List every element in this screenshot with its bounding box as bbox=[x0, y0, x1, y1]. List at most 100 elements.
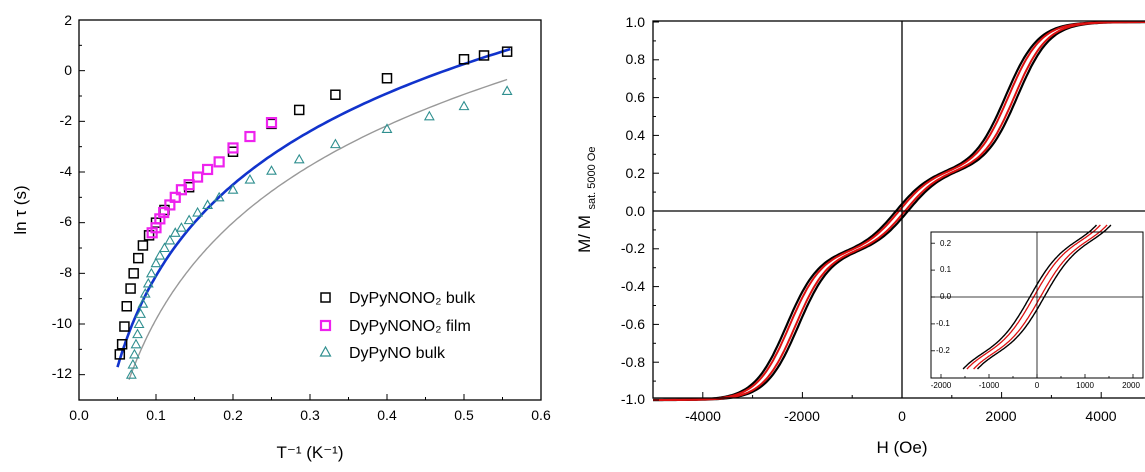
data-point bbox=[213, 156, 225, 168]
data-point bbox=[381, 123, 393, 133]
y-tick-label: -10 bbox=[52, 315, 72, 331]
data-point bbox=[137, 240, 149, 251]
data-point bbox=[119, 321, 130, 332]
y-tick-label: 0.2 bbox=[626, 165, 646, 181]
y-axis-label: ln τ (s) bbox=[11, 185, 30, 234]
data-point bbox=[213, 191, 225, 202]
data-point bbox=[132, 328, 143, 339]
x-tick-label: 2000 bbox=[985, 408, 1016, 424]
data-point bbox=[121, 301, 132, 312]
x-tick-label: 0.6 bbox=[531, 407, 551, 423]
data-point bbox=[164, 234, 176, 245]
x-tick-label: 0.4 bbox=[377, 407, 397, 423]
y-tick-label: -8 bbox=[60, 264, 73, 280]
data-point bbox=[266, 165, 277, 175]
data-point bbox=[244, 130, 256, 143]
inset-y-tick-label: 0.0 bbox=[940, 292, 952, 301]
data-point bbox=[329, 138, 341, 149]
data-point bbox=[265, 116, 278, 129]
x-tick-label: 0.5 bbox=[454, 407, 474, 423]
y-axis-label-subscript: sat. 5000 Oe bbox=[586, 147, 598, 210]
data-points bbox=[114, 46, 513, 379]
data-point bbox=[227, 142, 239, 154]
inset-x-tick-label: -1000 bbox=[979, 381, 1000, 390]
data-point bbox=[169, 227, 181, 237]
x-tick-label: 0 bbox=[898, 408, 906, 424]
tick-marks bbox=[78, 19, 542, 401]
data-point bbox=[423, 110, 435, 121]
y-tick-label: -4 bbox=[60, 163, 73, 179]
data-point bbox=[244, 173, 256, 184]
y-tick-label: 0.6 bbox=[626, 89, 646, 105]
inset-y-tick-label: 0.2 bbox=[940, 239, 952, 248]
y-tick-label: 2 bbox=[64, 12, 72, 28]
data-point bbox=[183, 179, 195, 191]
left-chart: 0.0 0.1 0.2 0.3 0.4 0.5 0.6 -12 -10 -8 -… bbox=[11, 12, 551, 462]
inset-x-tick-label: 1000 bbox=[1076, 381, 1094, 390]
y-tick-label: 0.4 bbox=[626, 127, 646, 143]
inset-x-tick-label: -2000 bbox=[931, 381, 952, 390]
data-point bbox=[191, 171, 204, 183]
inset-chart: -2000 -1000 0 1000 2000 0.2 0.1 0.0 -0.1… bbox=[930, 224, 1144, 390]
x-tick-label: 0.3 bbox=[300, 407, 320, 423]
y-tick-label: -6 bbox=[60, 213, 73, 229]
data-point bbox=[458, 54, 470, 65]
legend: DyPyNONO₂ bulk DyPyNONO₂ film DyPyNO bul… bbox=[319, 290, 476, 362]
x-axis-label: T⁻¹ (K⁻¹) bbox=[276, 443, 343, 462]
y-tick-label: 0.0 bbox=[626, 203, 646, 219]
data-point bbox=[114, 349, 126, 360]
data-point bbox=[202, 164, 213, 175]
y-tick-label: -0.6 bbox=[621, 316, 645, 332]
data-point bbox=[293, 153, 305, 164]
data-point bbox=[125, 369, 137, 379]
inset-x-tick-label: 0 bbox=[1035, 381, 1040, 390]
data-point bbox=[159, 242, 170, 253]
data-point bbox=[330, 89, 341, 100]
x-tick-label: 0.0 bbox=[69, 407, 89, 423]
fit-curve bbox=[128, 78, 508, 380]
data-point bbox=[158, 206, 170, 219]
legend-label: DyPyNONO₂ film bbox=[349, 318, 471, 335]
data-point bbox=[501, 46, 513, 57]
x-tick-label: 0.2 bbox=[223, 407, 243, 423]
y-tick-label: -1.0 bbox=[621, 391, 645, 407]
x-tick-label: 0.1 bbox=[146, 407, 166, 423]
data-point bbox=[154, 249, 166, 260]
x-axis-label: H (Oe) bbox=[877, 438, 928, 457]
y-tick-label: -0.4 bbox=[621, 278, 645, 294]
tick-marks bbox=[652, 21, 1102, 401]
data-point bbox=[133, 252, 144, 264]
y-tick-label: -2 bbox=[60, 112, 73, 128]
data-point bbox=[458, 100, 470, 111]
data-point bbox=[183, 214, 195, 225]
data-point bbox=[227, 184, 239, 194]
data-point bbox=[137, 298, 149, 308]
data-point bbox=[150, 257, 162, 268]
right-chart: -4000 -2000 0 2000 4000 1.0 0.8 0.6 0.4 … bbox=[575, 14, 1145, 457]
legend-label: DyPyNONO₂ bulk bbox=[349, 290, 476, 307]
inset-y-tick-label: -0.2 bbox=[936, 346, 950, 355]
plot-frame bbox=[78, 19, 542, 401]
legend-label: DyPyNO bulk bbox=[349, 345, 446, 362]
data-point bbox=[192, 206, 204, 217]
data-point bbox=[135, 308, 147, 318]
data-point bbox=[130, 338, 142, 349]
inset-x-tick-label: 2000 bbox=[1122, 381, 1140, 390]
y-axis-label-group: M/ M sat. 5000 Oe bbox=[575, 147, 598, 253]
data-point bbox=[202, 199, 214, 209]
data-point bbox=[501, 85, 513, 95]
y-tick-label: -12 bbox=[52, 365, 72, 381]
y-axis-label: M/ M bbox=[575, 215, 594, 253]
inset-y-tick-label: -0.1 bbox=[936, 319, 950, 328]
x-tick-label: 4000 bbox=[1085, 408, 1116, 424]
inset-y-tick-label: 0.1 bbox=[940, 265, 952, 274]
x-tick-label: -2000 bbox=[784, 408, 820, 424]
y-tick-label: -0.2 bbox=[621, 240, 645, 256]
y-tick-label: 1.0 bbox=[626, 14, 646, 30]
data-point bbox=[143, 230, 155, 241]
data-point bbox=[201, 163, 214, 176]
data-point bbox=[125, 283, 136, 294]
inset-tick-marks bbox=[931, 242, 1134, 378]
data-point bbox=[128, 348, 140, 359]
legend-marker bbox=[320, 292, 331, 303]
